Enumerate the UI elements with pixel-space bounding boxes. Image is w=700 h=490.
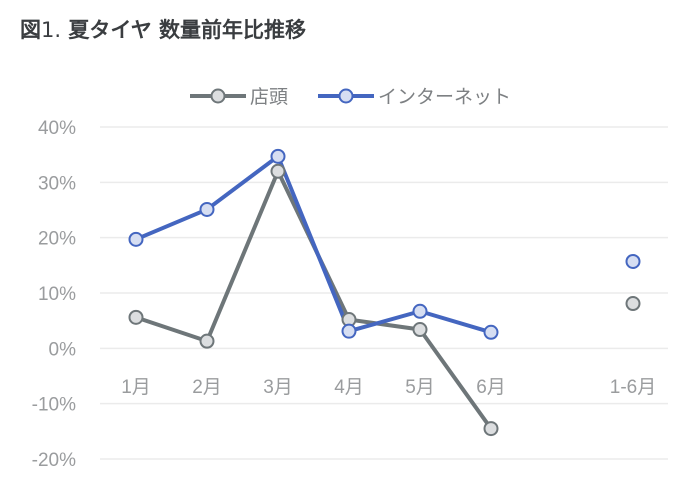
data-point	[412, 303, 428, 319]
y-tick-label: 0%	[49, 339, 77, 360]
data-point	[625, 253, 641, 269]
y-tick-label: -10%	[32, 395, 76, 416]
legend-label: 店頭	[250, 86, 288, 108]
legend-label: インターネット	[378, 86, 511, 108]
data-point	[199, 201, 215, 217]
y-tick-label: 30%	[38, 173, 76, 194]
x-tick-label: 5月	[405, 377, 435, 398]
x-tick-label: 1-6月	[610, 377, 656, 398]
title-number: 1.	[41, 18, 62, 42]
title-text: 夏タイヤ 数量前年比推移	[68, 18, 307, 42]
y-tick-label: 20%	[38, 229, 76, 250]
title-prefix: 図	[20, 18, 41, 42]
data-point	[270, 148, 286, 164]
series-line-1	[135, 154, 492, 335]
y-tick-label: 10%	[38, 284, 76, 305]
chart-title: 図1. 夏タイヤ 数量前年比推移	[20, 14, 306, 44]
data-point	[625, 296, 641, 312]
data-point	[128, 309, 144, 325]
x-tick-label: 3月	[263, 377, 293, 398]
y-tick-label: 40%	[38, 118, 76, 139]
data-point	[128, 231, 144, 247]
data-point	[483, 324, 499, 340]
x-tick-label: 4月	[334, 377, 364, 398]
data-point	[412, 322, 428, 338]
series-line-0	[135, 169, 493, 430]
data-point	[199, 333, 215, 349]
x-tick-label: 6月	[476, 377, 506, 398]
data-point	[483, 421, 499, 437]
y-tick-label: -20%	[32, 450, 76, 471]
legend-marker	[338, 88, 354, 104]
x-tick-label: 2月	[192, 377, 222, 398]
data-point	[270, 163, 286, 179]
data-point	[341, 323, 357, 339]
legend-marker	[210, 88, 226, 104]
x-tick-label: 1月	[121, 377, 151, 398]
